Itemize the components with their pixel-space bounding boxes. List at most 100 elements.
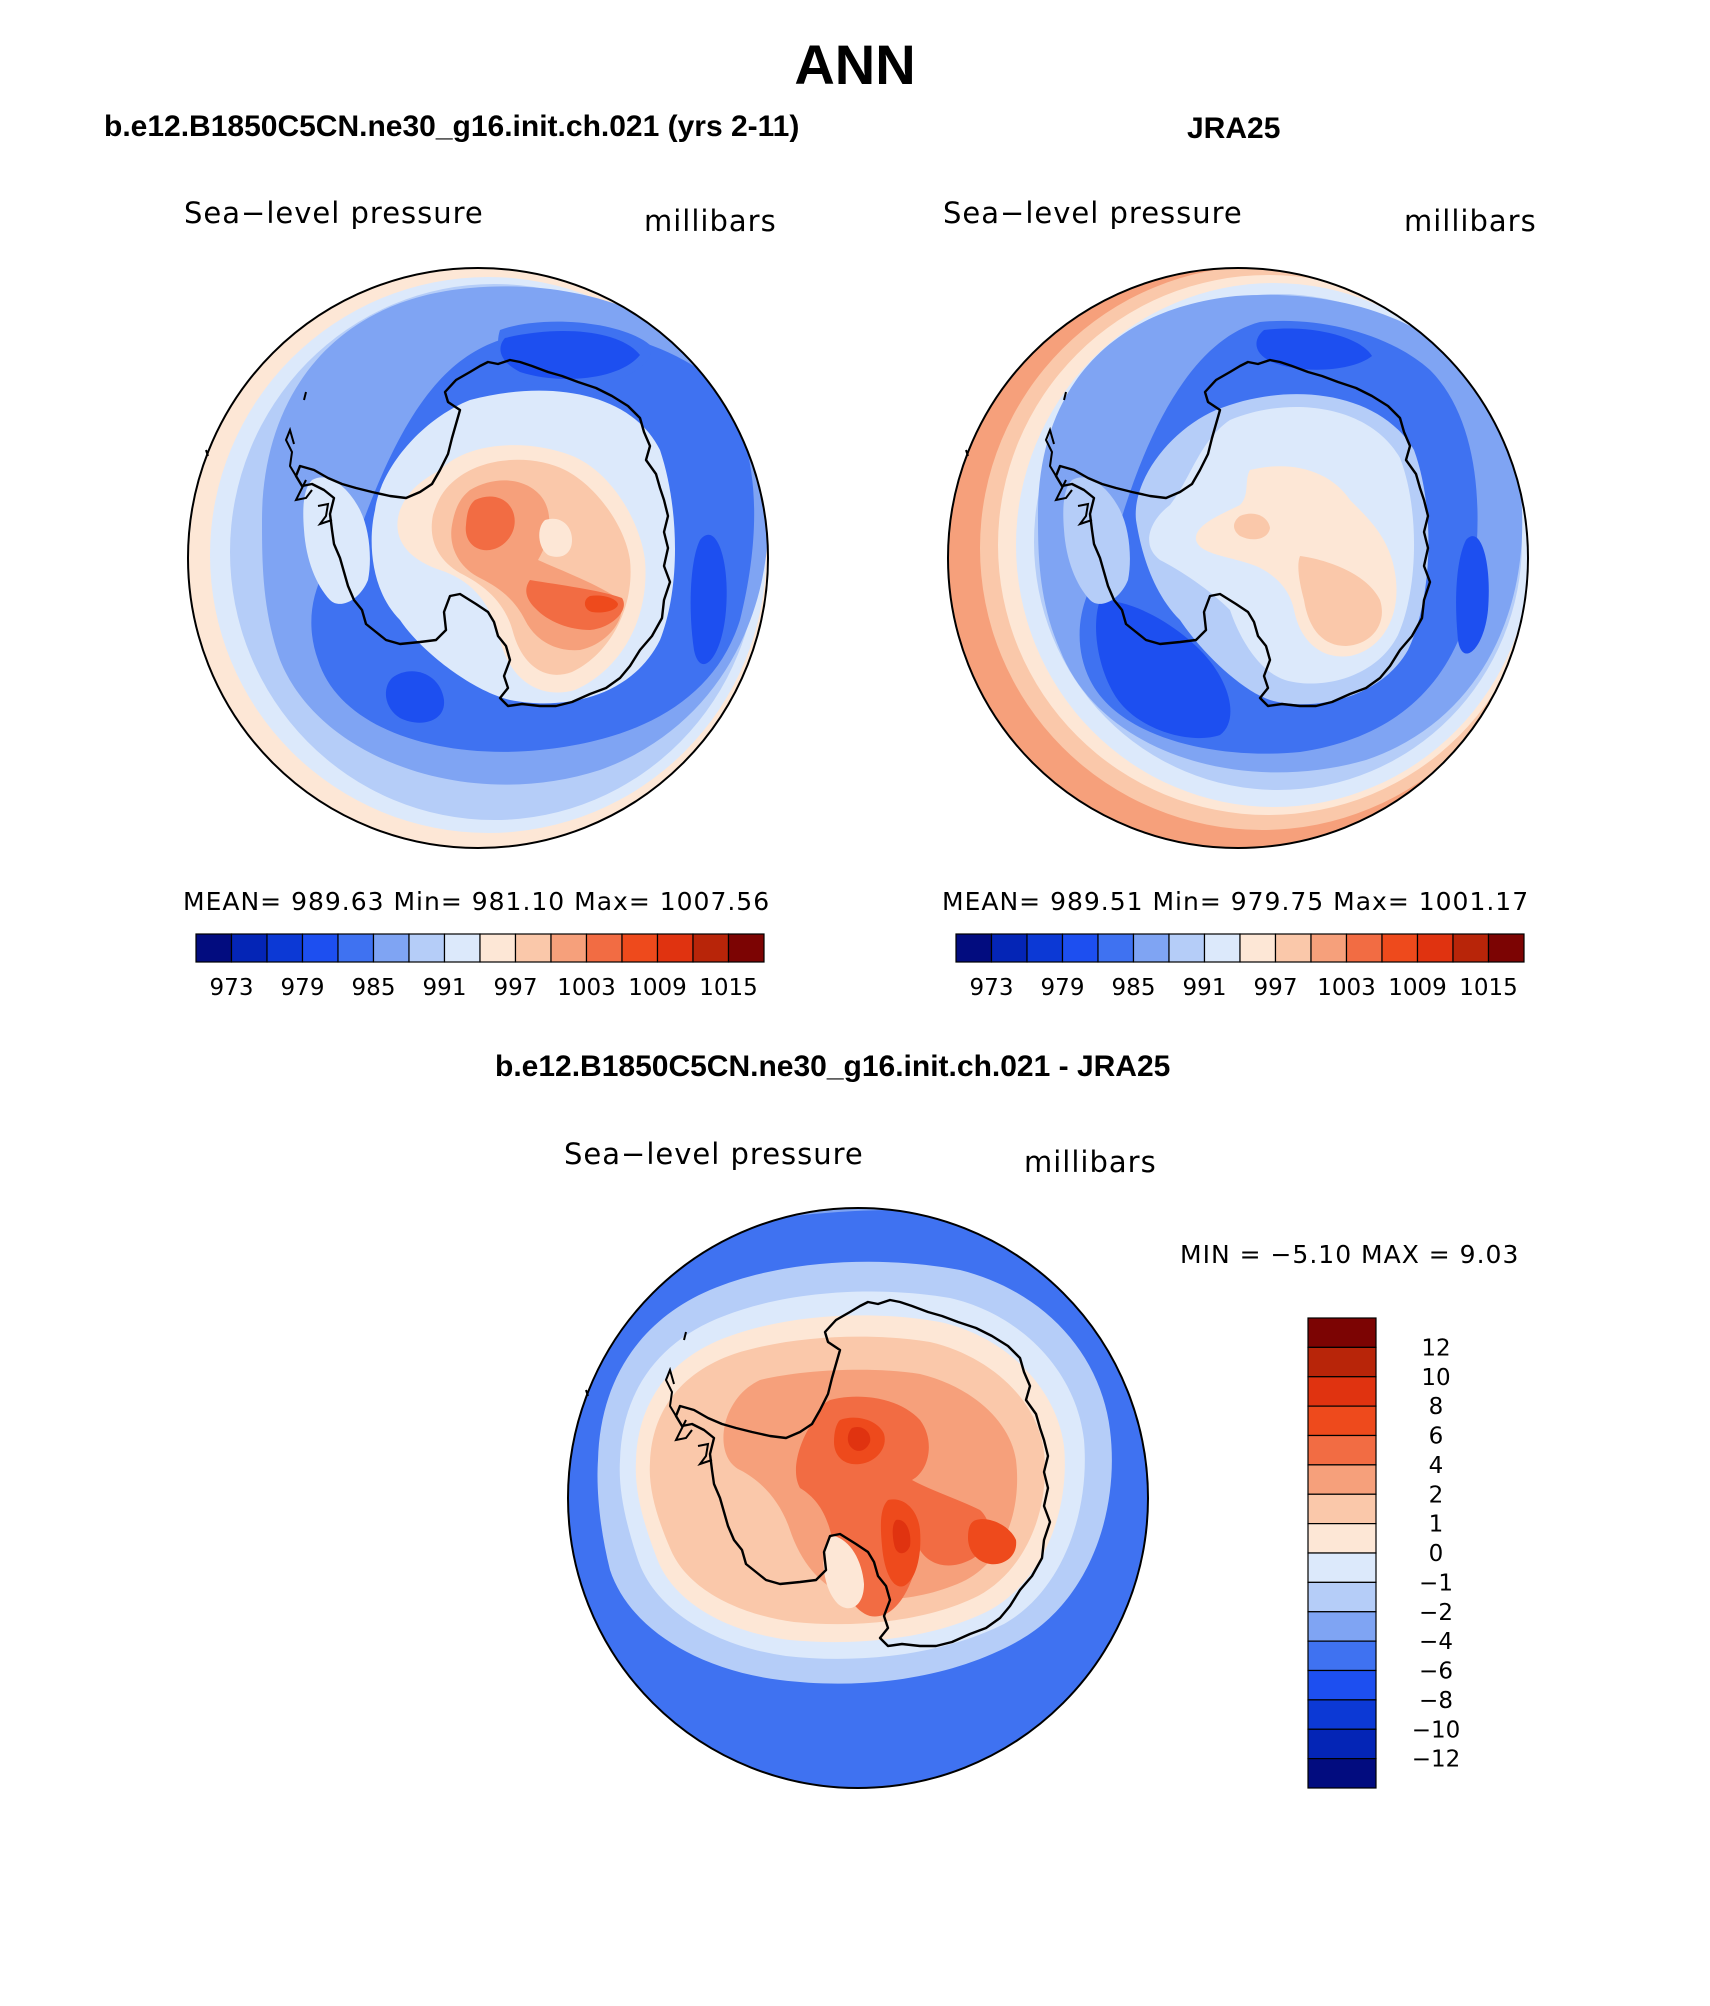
colorbar-tick-label: 979 [281, 975, 325, 1001]
colorbar-tick-label: 997 [494, 975, 538, 1001]
map2-low-southwest [1096, 600, 1231, 739]
colorbar-box [1307, 1376, 1377, 1407]
colorbar-box [1061, 933, 1099, 963]
panel3-right-label: millibars [1024, 1145, 1157, 1179]
map1-minor-high [539, 518, 572, 557]
colorbar-panel2: 973 979 985 991 997 1003 1009 1015 [955, 933, 1525, 1001]
colorbar-box [1097, 933, 1135, 963]
colorbar-box [1307, 1552, 1377, 1583]
colorbar-box [1307, 1317, 1377, 1348]
colorbar-box [1307, 1640, 1377, 1672]
colorbar-box [443, 933, 481, 963]
colorbar-box [990, 933, 1028, 963]
colorbar-tick-label: 8 [1429, 1394, 1444, 1420]
map1-low-southwest [385, 671, 445, 723]
map2-border [947, 267, 1529, 849]
colorbar-box [1168, 933, 1206, 963]
colorbar-tick-label: −8 [1419, 1688, 1453, 1714]
map2-coast-detail [1044, 426, 1093, 526]
colorbar-box [1416, 933, 1454, 963]
colorbar-tick-label: 1015 [1459, 975, 1518, 1001]
colorbar-box [1274, 933, 1312, 963]
colorbar-tick-label: 6 [1429, 1424, 1444, 1450]
colorbar-tick-label: 1009 [628, 975, 687, 1001]
colorbar-box [1132, 933, 1170, 963]
colorbar-box [1345, 933, 1383, 963]
colorbar-tick-label: 1015 [699, 975, 758, 1001]
colorbar-box [1307, 1493, 1377, 1525]
colorbar-tick-label: −10 [1412, 1717, 1461, 1743]
colorbar-tick-label: 973 [970, 975, 1014, 1001]
map3-max [847, 1426, 871, 1451]
colorbar-box [1203, 933, 1241, 963]
colorbar-panel1: 973 979 985 991 997 1003 1009 1015 [195, 933, 765, 1001]
colorbar-box [1307, 1728, 1377, 1760]
map3-band-8c [968, 1519, 1017, 1565]
colorbar-box [1307, 1523, 1377, 1554]
colorbar-tick-label: 985 [1112, 975, 1156, 1001]
map3 [568, 1208, 1148, 1788]
map1-border [187, 267, 769, 849]
map3-low-weddell [823, 1536, 864, 1609]
colorbar-box [479, 933, 517, 963]
colorbar-box [1307, 1611, 1377, 1642]
colorbar-tick-label: 985 [352, 975, 396, 1001]
colorbar-tick-label: 991 [423, 975, 467, 1001]
panel1-right-label: millibars [644, 204, 777, 238]
map1-max-1007 [584, 595, 618, 613]
colorbar-box [372, 933, 410, 963]
map2 [948, 268, 1528, 848]
map2-max-1001 [1234, 513, 1270, 540]
colorbar-box [1307, 1669, 1377, 1701]
panel2-right-label: millibars [1404, 204, 1537, 238]
colorbar-tick-label: 1 [1429, 1512, 1444, 1538]
panel3-title: b.e12.B1850C5CN.ne30_g16.init.ch.021 - J… [495, 1050, 1171, 1083]
colorbar-box [195, 933, 233, 963]
colorbar-box [1310, 933, 1348, 963]
colorbar-tick-label: 2 [1429, 1482, 1444, 1508]
map1-peninsula [303, 477, 370, 604]
colorbar-box [656, 933, 694, 963]
map1-band-1006a [465, 496, 515, 551]
colorbar-box [585, 933, 623, 963]
map1 [188, 268, 768, 848]
colorbar-tick-label: −2 [1419, 1600, 1453, 1626]
colorbar-box [1452, 933, 1490, 963]
colorbar-box [1307, 1758, 1377, 1789]
colorbar-box [337, 933, 375, 963]
colorbar-box [550, 933, 588, 963]
colorbar-box [1487, 933, 1525, 963]
colorbar-tick-label: 0 [1429, 1541, 1444, 1567]
figure-title: ANN [794, 33, 916, 96]
colorbar-box [955, 933, 993, 963]
map2-coastline [1054, 358, 1432, 708]
colorbar-box [266, 933, 304, 963]
colorbar-box [230, 933, 268, 963]
colorbar-box [727, 933, 765, 963]
colorbar-tick-label: 4 [1429, 1453, 1444, 1479]
map3-coast-detail [664, 1366, 713, 1466]
colorbar-box [1307, 1434, 1377, 1466]
map2-band-997i [1298, 556, 1382, 646]
colorbar-tick-label: 1003 [1317, 975, 1376, 1001]
map3-max2 [892, 1519, 911, 1554]
colorbar-tick-label: −4 [1419, 1629, 1453, 1655]
colorbar-box [1307, 1346, 1377, 1378]
panel3-stats: MIN = −5.10 MAX = 9.03 [1180, 1240, 1520, 1269]
map2-low-east [1456, 536, 1489, 654]
map3-coastline [674, 1298, 1052, 1648]
colorbar-box [1239, 933, 1277, 963]
panel3-left-label: Sea−level pressure [564, 1137, 864, 1171]
map1-low-east [690, 534, 727, 665]
map1-coast-detail [284, 426, 333, 526]
map1-band-1006b [526, 580, 624, 630]
panel2-title: JRA25 [1187, 112, 1281, 145]
panel2-left-label: Sea−level pressure [943, 196, 1243, 230]
colorbar-tick-label: 973 [210, 975, 254, 1001]
colorbar-box [1307, 1581, 1377, 1613]
map2-peninsula [1063, 477, 1130, 604]
colorbar-tick-label: 991 [1183, 975, 1227, 1001]
colorbar-tick-label: 12 [1421, 1335, 1450, 1361]
